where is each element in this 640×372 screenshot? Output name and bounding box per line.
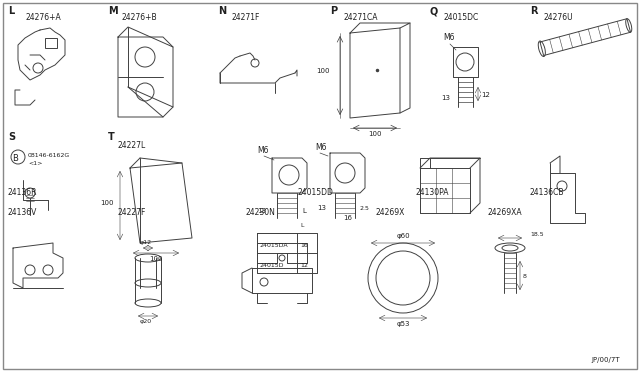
Text: R: R (530, 6, 538, 16)
Text: L: L (300, 223, 303, 228)
Text: 24276U: 24276U (544, 13, 573, 22)
Text: 13: 13 (317, 205, 326, 211)
Text: 24271F: 24271F (232, 13, 260, 22)
Text: M: M (108, 6, 118, 16)
Text: 24136V: 24136V (8, 208, 37, 217)
Text: M6: M6 (257, 146, 269, 155)
Text: 24269X: 24269X (375, 208, 404, 217)
Text: 12: 12 (481, 92, 490, 98)
Text: 24136R: 24136R (8, 188, 38, 197)
Text: 8: 8 (523, 274, 527, 279)
Text: 24227F: 24227F (118, 208, 147, 217)
Text: 24015DC: 24015DC (444, 13, 479, 22)
Text: φ20: φ20 (140, 319, 152, 324)
Text: 12: 12 (300, 263, 308, 268)
Text: M6: M6 (443, 33, 454, 42)
Text: 24271CA: 24271CA (344, 13, 378, 22)
Text: 2.5: 2.5 (360, 206, 370, 211)
Text: 13: 13 (257, 208, 266, 214)
Text: 24015DD: 24015DD (297, 188, 333, 197)
Text: M6: M6 (315, 143, 326, 152)
Text: 100: 100 (316, 68, 330, 74)
Text: 08146-6162G: 08146-6162G (28, 153, 70, 158)
Text: 24227L: 24227L (118, 141, 147, 150)
Text: L: L (302, 208, 306, 214)
Bar (45, 38, 57, 48)
Text: T: T (108, 132, 115, 142)
Text: φ60: φ60 (396, 233, 410, 239)
Text: JP/00/7T: JP/00/7T (591, 357, 620, 363)
Text: 18.5: 18.5 (530, 232, 543, 237)
Text: S: S (8, 132, 15, 142)
Text: φ12: φ12 (140, 240, 152, 245)
Text: 24015DA: 24015DA (260, 243, 289, 248)
Text: 24276+B: 24276+B (122, 13, 157, 22)
Text: 24276+A: 24276+A (26, 13, 61, 22)
Text: 100: 100 (149, 256, 163, 262)
Text: 24136CB: 24136CB (530, 188, 564, 197)
Text: Q: Q (430, 6, 438, 16)
Text: 100: 100 (368, 131, 381, 137)
Text: 13: 13 (441, 95, 450, 101)
Text: 24130PA: 24130PA (415, 188, 449, 197)
Text: 100: 100 (100, 200, 114, 206)
Text: 16: 16 (343, 215, 352, 221)
Text: L: L (8, 6, 14, 16)
Text: 24230N: 24230N (245, 208, 275, 217)
Text: 24015D: 24015D (260, 263, 285, 268)
Text: N: N (218, 6, 226, 16)
Text: 24269XA: 24269XA (488, 208, 523, 217)
Text: 16: 16 (300, 243, 308, 248)
Text: <1>: <1> (28, 161, 42, 166)
Text: φ53: φ53 (396, 321, 410, 327)
Text: P: P (330, 6, 337, 16)
Text: B: B (12, 154, 18, 163)
